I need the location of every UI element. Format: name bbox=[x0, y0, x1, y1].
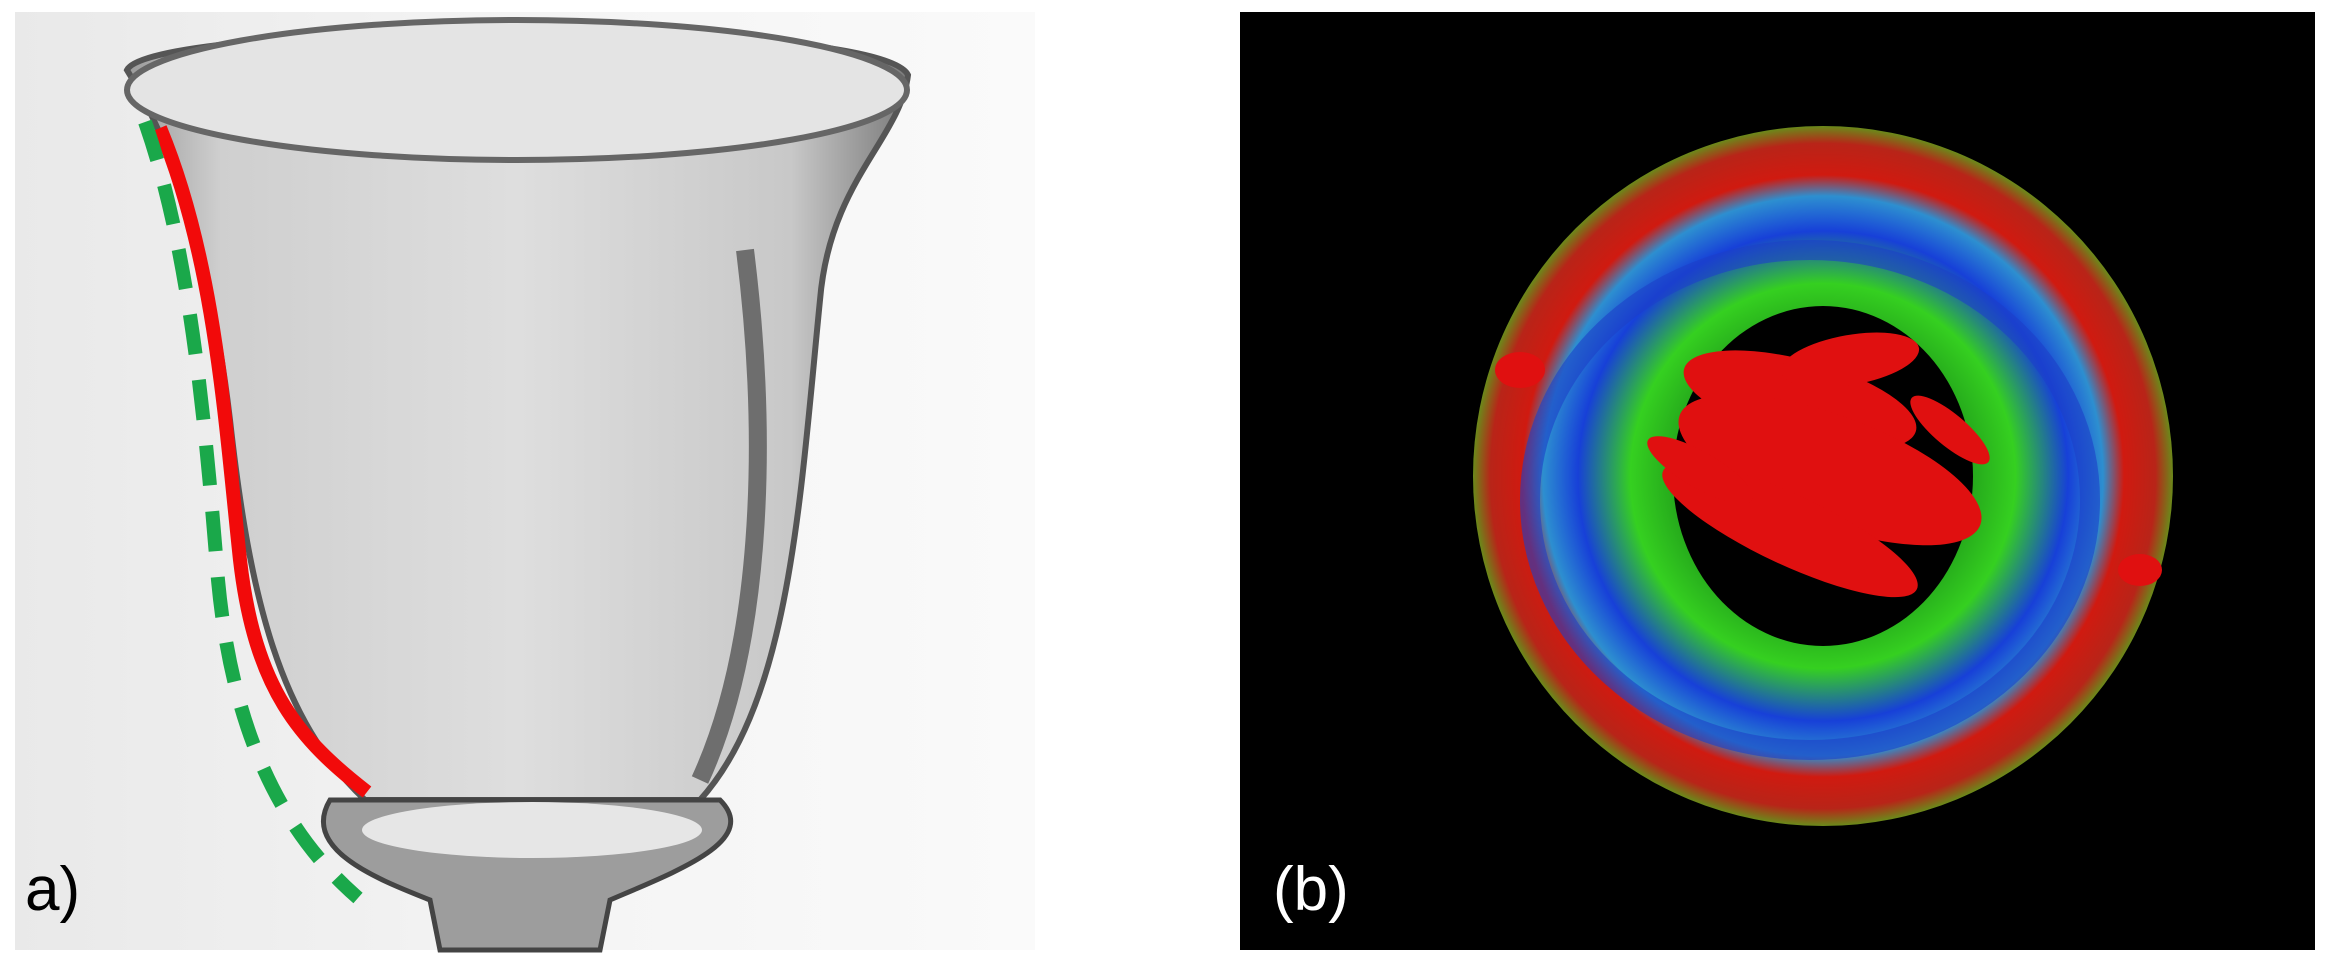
panel-label: a) bbox=[25, 855, 80, 924]
inner-ring bbox=[1520, 240, 2100, 760]
panel-label: (b) bbox=[1273, 855, 1349, 924]
glass-rim bbox=[124, 17, 910, 163]
red-profile bbox=[153, 125, 372, 798]
panel-b: (b) bbox=[1240, 12, 2315, 950]
glass-reflection bbox=[691, 248, 767, 784]
panel-a: a) bbox=[15, 12, 1035, 953]
red-blobs bbox=[1495, 332, 2162, 598]
stem-highlight bbox=[362, 802, 702, 858]
green-profile bbox=[138, 119, 363, 904]
